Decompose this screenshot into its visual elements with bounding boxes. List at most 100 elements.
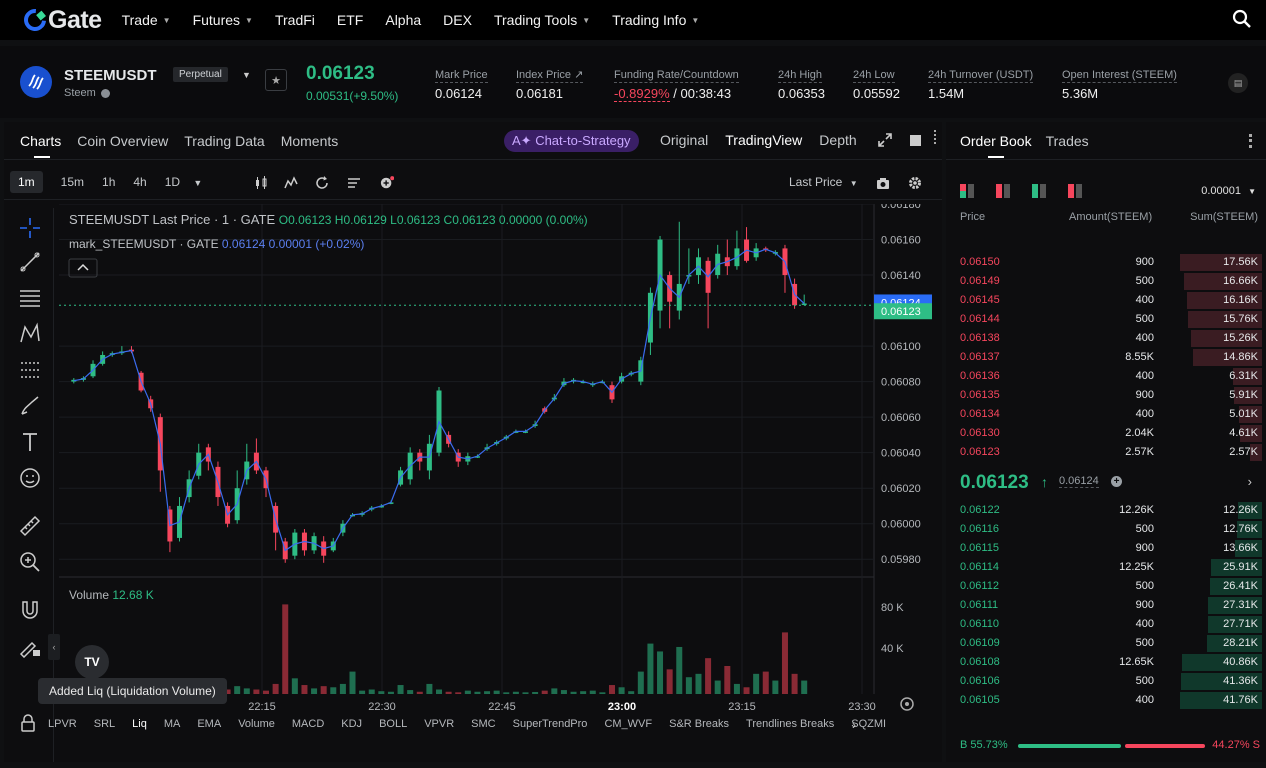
- stat-label[interactable]: Funding Rate/Countdown: [614, 69, 739, 83]
- price-chart[interactable]: 0.06180 0.06160 0.06140 0.06100 0.06080 0.060…: [59, 204, 932, 744]
- gate-logo[interactable]: Gate: [19, 4, 102, 36]
- stat-label[interactable]: Open Interest (STEEM): [1062, 69, 1177, 83]
- indicators-icon[interactable]: [284, 176, 298, 190]
- nav-item-trading-tools[interactable]: Trading Tools ▼: [494, 12, 590, 28]
- indicator-smc[interactable]: SMC: [471, 718, 496, 730]
- both-sides-view-icon[interactable]: [960, 184, 976, 198]
- ask-row[interactable]: 0.06134 400 5.01K: [946, 405, 1266, 424]
- bid-row[interactable]: 0.06111 900 27.31K: [946, 596, 1266, 615]
- timeframe-1h[interactable]: 1h: [102, 174, 116, 189]
- pair-dropdown-icon[interactable]: ▼: [242, 70, 251, 80]
- nav-item-dex[interactable]: DEX: [443, 12, 472, 28]
- indicator-ema[interactable]: EMA: [197, 718, 222, 730]
- asks-view-icon[interactable]: [996, 184, 1012, 198]
- indicator-kdj[interactable]: KDJ: [341, 718, 363, 730]
- view-tradingview[interactable]: TradingView: [725, 132, 803, 148]
- horizontal-lines-icon[interactable]: [18, 286, 42, 310]
- crosshair-icon[interactable]: [18, 216, 42, 240]
- more-vertical-icon[interactable]: [934, 130, 938, 144]
- tab-order-book[interactable]: Order Book: [960, 124, 1032, 158]
- timeframe-1d[interactable]: 1D ▼: [165, 175, 203, 189]
- refresh-icon[interactable]: [315, 176, 329, 190]
- bid-row[interactable]: 0.06110 400 27.71K: [946, 615, 1266, 634]
- settings-gear-icon[interactable]: [908, 176, 922, 190]
- chevron-right-icon[interactable]: ›: [1247, 474, 1252, 489]
- search-icon[interactable]: [1232, 9, 1252, 29]
- chat-to-strategy-button[interactable]: A✦ Chat-to-Strategy: [504, 130, 639, 152]
- indicator-macd[interactable]: MACD: [291, 718, 325, 730]
- indicator-ma[interactable]: MA: [163, 718, 181, 730]
- templates-icon[interactable]: [347, 176, 361, 190]
- indicator-scroll-right-icon[interactable]: ›: [852, 718, 856, 732]
- stat-label[interactable]: Index Price ↗: [516, 69, 584, 83]
- ask-row[interactable]: 0.06150 900 17.56K: [946, 253, 1266, 272]
- price-source-select[interactable]: Last Price ▼: [789, 175, 858, 189]
- zoom-in-icon[interactable]: [18, 550, 42, 574]
- candle-type-icon[interactable]: [254, 176, 268, 190]
- timeframe-15m[interactable]: 15m: [60, 174, 85, 189]
- indicator-s-r-breaks[interactable]: S&R Breaks: [669, 718, 730, 730]
- magnet-icon[interactable]: [18, 598, 42, 622]
- camera-icon[interactable]: [876, 176, 890, 190]
- indicator-volume[interactable]: Volume: [238, 718, 275, 730]
- fib-levels-icon[interactable]: [18, 358, 42, 382]
- timeframe-1m[interactable]: 1m: [10, 170, 43, 193]
- pair-name[interactable]: STEEMUSDT: [64, 67, 157, 84]
- nav-item-trading-info[interactable]: Trading Info ▼: [612, 12, 699, 28]
- precision-select[interactable]: 0.00001 ▼: [1201, 185, 1256, 197]
- ask-row[interactable]: 0.06135 900 5.91K: [946, 386, 1266, 405]
- bid-row[interactable]: 0.06116 500 12.76K: [946, 520, 1266, 539]
- stat-label[interactable]: 24h Turnover (USDT): [928, 69, 1034, 83]
- nav-item-futures[interactable]: Futures ▼: [193, 12, 253, 28]
- more-options-icon[interactable]: [1249, 134, 1252, 148]
- indicator-srl[interactable]: SRL: [93, 718, 116, 730]
- ask-row[interactable]: 0.06137 8.55K 14.86K: [946, 348, 1266, 367]
- text-tool-icon[interactable]: [18, 430, 42, 454]
- layout-square-icon[interactable]: [910, 135, 921, 146]
- info-icon[interactable]: [100, 88, 110, 98]
- bid-row[interactable]: 0.06112 500 26.41K: [946, 577, 1266, 596]
- ask-row[interactable]: 0.06136 400 6.31K: [946, 367, 1266, 386]
- stat-label[interactable]: Mark Price: [435, 69, 488, 83]
- pattern-icon[interactable]: [18, 322, 42, 346]
- indicator-cm-wvf[interactable]: CM_WVF: [604, 718, 653, 730]
- ruler-icon[interactable]: [18, 514, 42, 538]
- stat-label[interactable]: 24h Low: [853, 69, 895, 83]
- tab-moments[interactable]: Moments: [280, 132, 339, 149]
- tab-trades[interactable]: Trades: [1045, 132, 1089, 149]
- nav-item-trade[interactable]: Trade ▼: [122, 12, 171, 28]
- bid-row[interactable]: 0.06122 12.26K 12.26K: [946, 501, 1266, 520]
- indicator-boll[interactable]: BOLL: [379, 718, 408, 730]
- ask-row[interactable]: 0.06149 500 16.66K: [946, 272, 1266, 291]
- indicator-lpvr[interactable]: LPVR: [48, 718, 77, 730]
- tradingview-logo-icon[interactable]: TV: [75, 645, 109, 679]
- lock-icon[interactable]: [20, 714, 36, 732]
- view-depth[interactable]: Depth: [819, 132, 857, 148]
- bid-row[interactable]: 0.06105 400 41.76K: [946, 691, 1266, 710]
- nav-item-etf[interactable]: ETF: [337, 12, 363, 28]
- bid-row[interactable]: 0.06115 900 13.66K: [946, 539, 1266, 558]
- bids-view-icon[interactable]: [1032, 184, 1048, 198]
- ask-row[interactable]: 0.06144 500 15.76K: [946, 310, 1266, 329]
- timeframe-4h[interactable]: 4h: [133, 174, 147, 189]
- stat-label[interactable]: 24h High: [778, 69, 823, 83]
- ask-row[interactable]: 0.06123 2.57K 2.57K: [946, 443, 1266, 462]
- emoji-icon[interactable]: [18, 466, 42, 490]
- bid-row[interactable]: 0.06114 12.25K 25.91K: [946, 558, 1266, 577]
- indicator-vpvr[interactable]: VPVR: [424, 718, 455, 730]
- indicator-trendlines-breaks[interactable]: Trendlines Breaks: [746, 718, 835, 730]
- expand-icon[interactable]: [878, 133, 892, 147]
- tab-coin-overview[interactable]: Coin Overview: [77, 132, 169, 149]
- bid-row[interactable]: 0.06106 500 41.36K: [946, 672, 1266, 691]
- nav-item-tradfi[interactable]: TradFi: [275, 12, 315, 28]
- add-indicator-icon[interactable]: [380, 176, 394, 190]
- ask-row[interactable]: 0.06138 400 15.26K: [946, 329, 1266, 348]
- indicator-sqzmi[interactable]: SQZMI: [851, 718, 887, 730]
- info-plus-icon[interactable]: +: [1111, 476, 1122, 487]
- depth-view-icon[interactable]: [1068, 184, 1084, 198]
- bid-row[interactable]: 0.06108 12.65K 40.86K: [946, 653, 1266, 672]
- ask-row[interactable]: 0.06145 400 16.16K: [946, 291, 1266, 310]
- bid-row[interactable]: 0.06109 500 28.21K: [946, 634, 1266, 653]
- tab-trading-data[interactable]: Trading Data: [184, 132, 265, 149]
- view-original[interactable]: Original: [660, 132, 709, 148]
